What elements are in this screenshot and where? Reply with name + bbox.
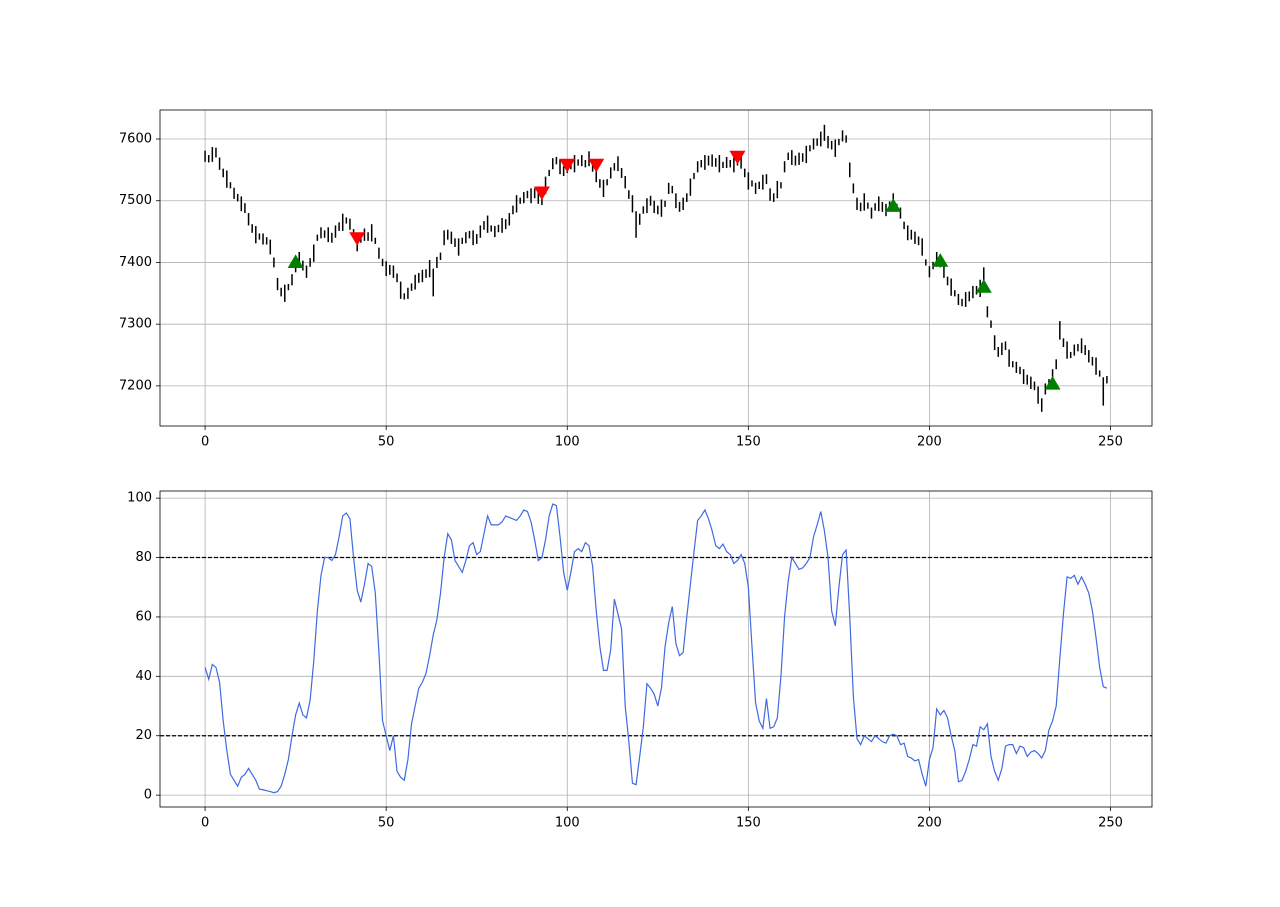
x-tick-label: 250 [1098,435,1123,450]
axes-frame [159,490,1153,808]
x-tick-label: 150 [736,816,761,831]
x-tick-label: 50 [378,435,395,450]
x-tick-label: 250 [1098,816,1123,831]
x-tick-label: 200 [917,435,942,450]
y-tick-label: 7400 [119,255,152,270]
buy-marker [885,198,902,212]
buy-marker [1044,375,1061,390]
sell-marker [559,158,576,173]
stochastic-line [204,503,1108,794]
sell-marker [729,150,746,165]
y-tick-label: 0 [144,788,152,803]
buy-marker [932,253,949,267]
y-tick-label: 7500 [119,193,152,208]
y-tick-label: 60 [135,609,152,624]
sell-marker [533,186,550,201]
x-tick-label: 100 [555,435,580,450]
sell-marker [349,232,366,246]
buy-marker [975,279,992,293]
y-tick-label: 7600 [119,132,152,147]
y-tick-label: 7200 [119,378,152,393]
x-tick-label: 0 [201,816,209,831]
axes-frame [159,109,1153,427]
y-tick-label: 20 [135,728,152,743]
y-tick-label: 40 [135,669,152,684]
y-tick-label: 7300 [119,317,152,332]
x-tick-label: 50 [378,816,395,831]
subplot: 0 50 100 150 200 250 0 20 40 60 80 100 [127,490,1153,831]
y-tick-label: 100 [127,491,152,506]
x-tick-label: 150 [736,435,761,450]
y-tick-label: 80 [135,550,152,565]
subplot: 0 50 100 150 200 250 7200 7300 7400 7500 7600 [119,109,1153,450]
x-tick-label: 100 [555,816,580,831]
sell-marker [588,158,605,173]
x-tick-label: 200 [917,816,942,831]
buy-marker [287,254,304,269]
x-tick-label: 0 [201,435,209,450]
